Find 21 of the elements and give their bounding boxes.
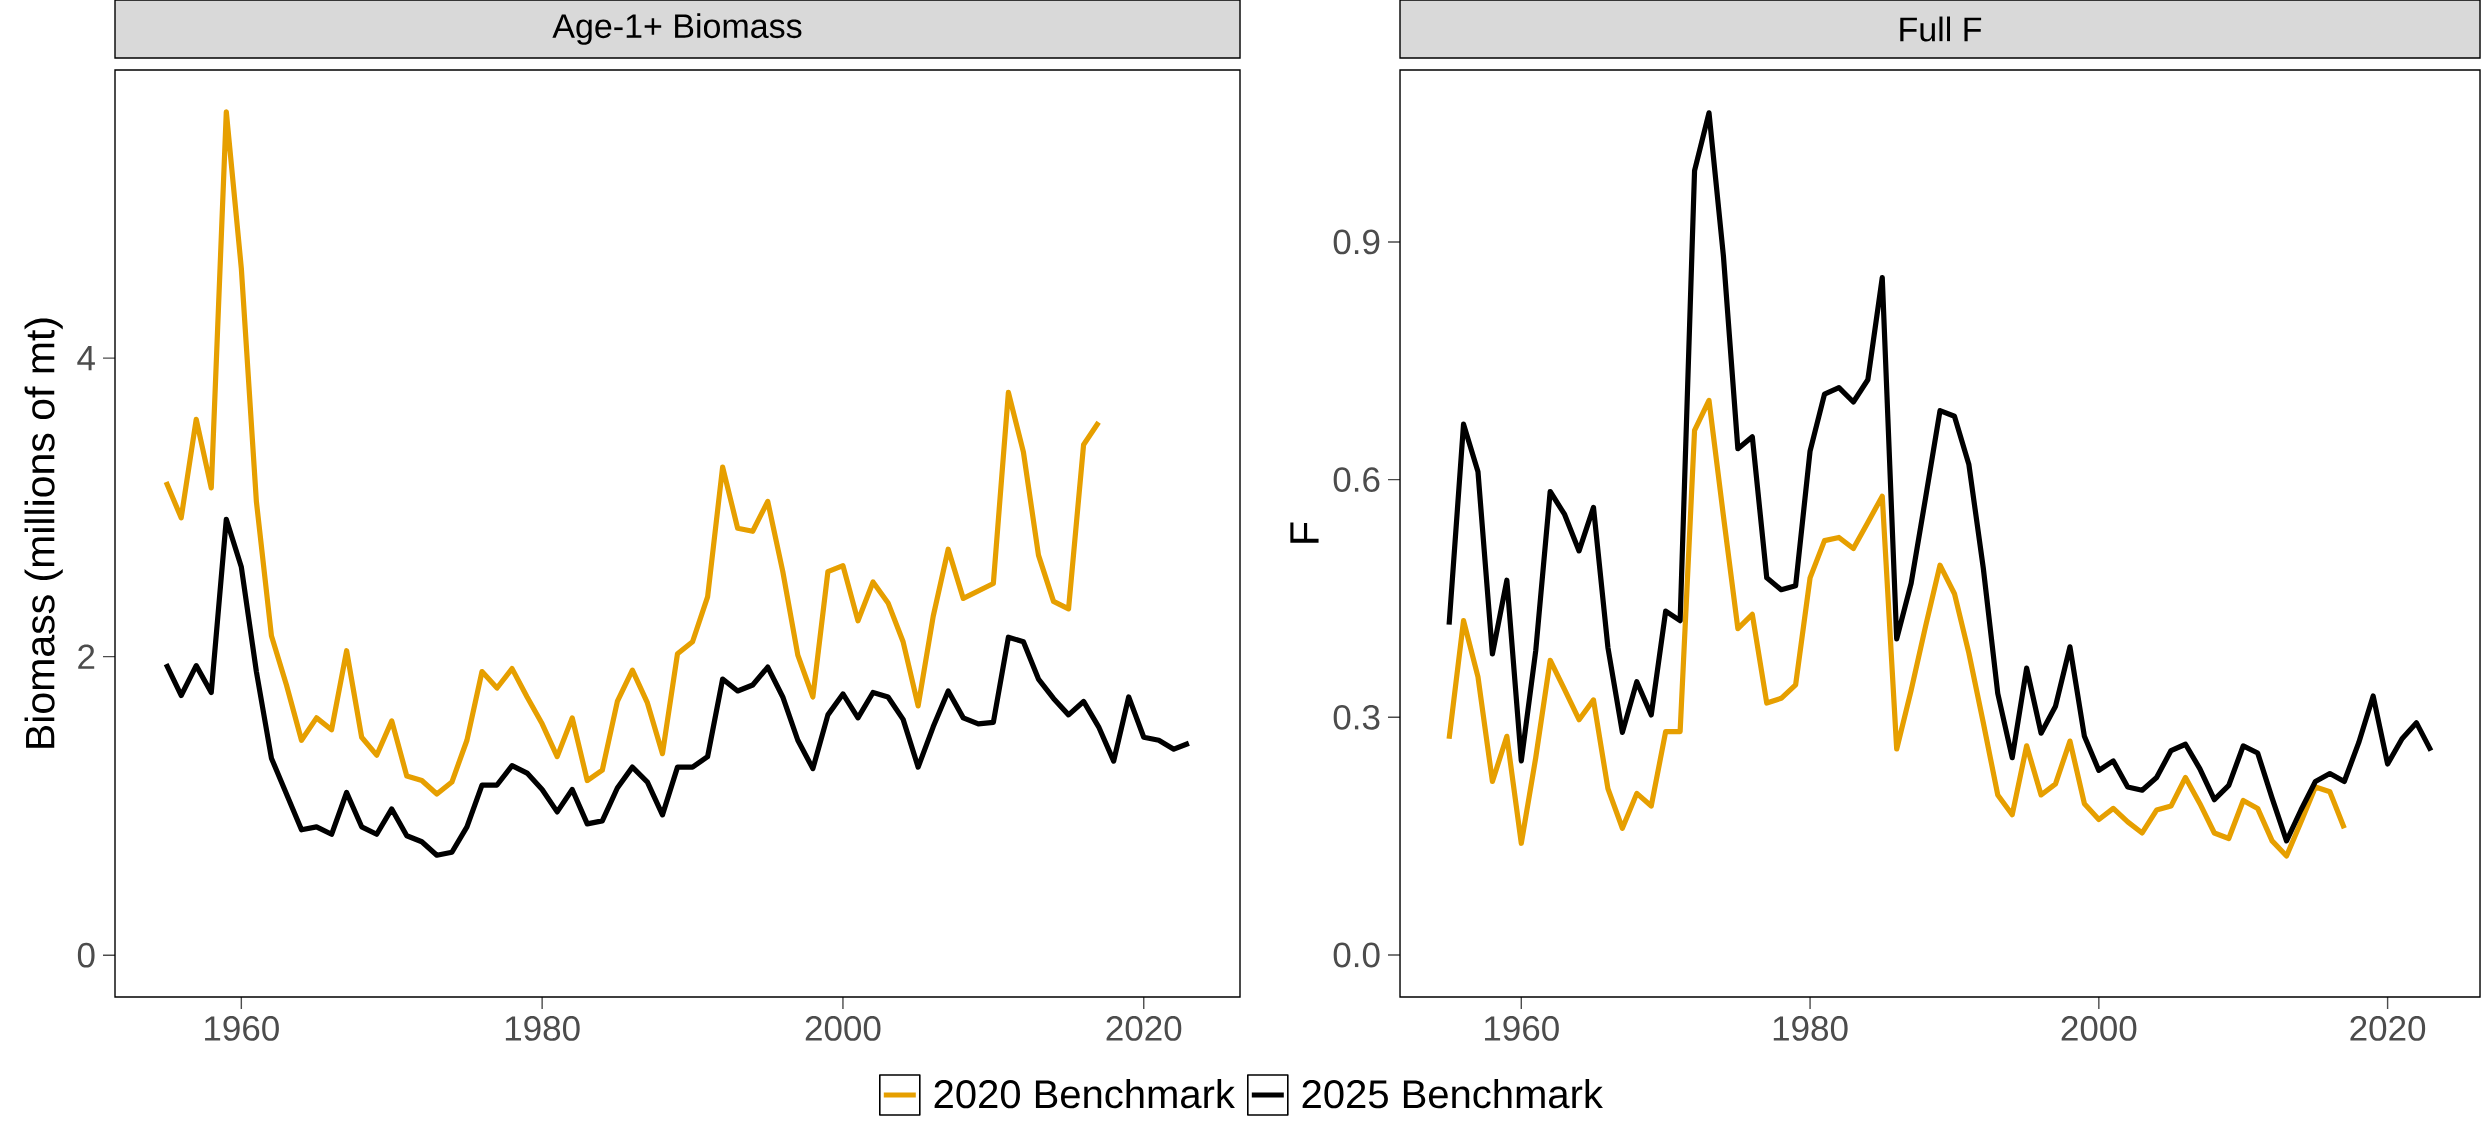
x-tick-label: 2020 (1106, 1016, 1182, 1041)
legend-label: 2020 Benchmark (934, 1079, 1235, 1109)
y-tick-label: 0.9 (1333, 229, 1380, 255)
y-axis-title: F (1290, 522, 1319, 543)
x-tick-label: 1960 (1485, 1016, 1559, 1041)
x-tick-label: 2020 (2350, 1016, 2426, 1041)
y-tick-label: 2 (78, 644, 95, 669)
y-tick-label: 0.3 (1333, 704, 1380, 730)
y-tick-label: 4 (77, 346, 95, 371)
y-tick-label: 0 (77, 942, 95, 968)
x-tick-label: 1980 (505, 1016, 580, 1041)
chart-title: Age-1+ Biomass (552, 13, 802, 45)
y-tick-label: 0.0 (1333, 942, 1380, 968)
x-tick-label: 1960 (205, 1016, 279, 1041)
x-tick-label: 1980 (1773, 1016, 1848, 1041)
y-tick-label: 0.6 (1333, 467, 1380, 493)
y-axis-title: Biomass (millions of mt) (24, 318, 63, 748)
x-tick-label: 2000 (2061, 1016, 2137, 1041)
chart-title: Full F (1900, 16, 1982, 42)
x-tick-label: 2000 (805, 1016, 881, 1041)
legend-label: 2025 Benchmark (1302, 1079, 1603, 1109)
